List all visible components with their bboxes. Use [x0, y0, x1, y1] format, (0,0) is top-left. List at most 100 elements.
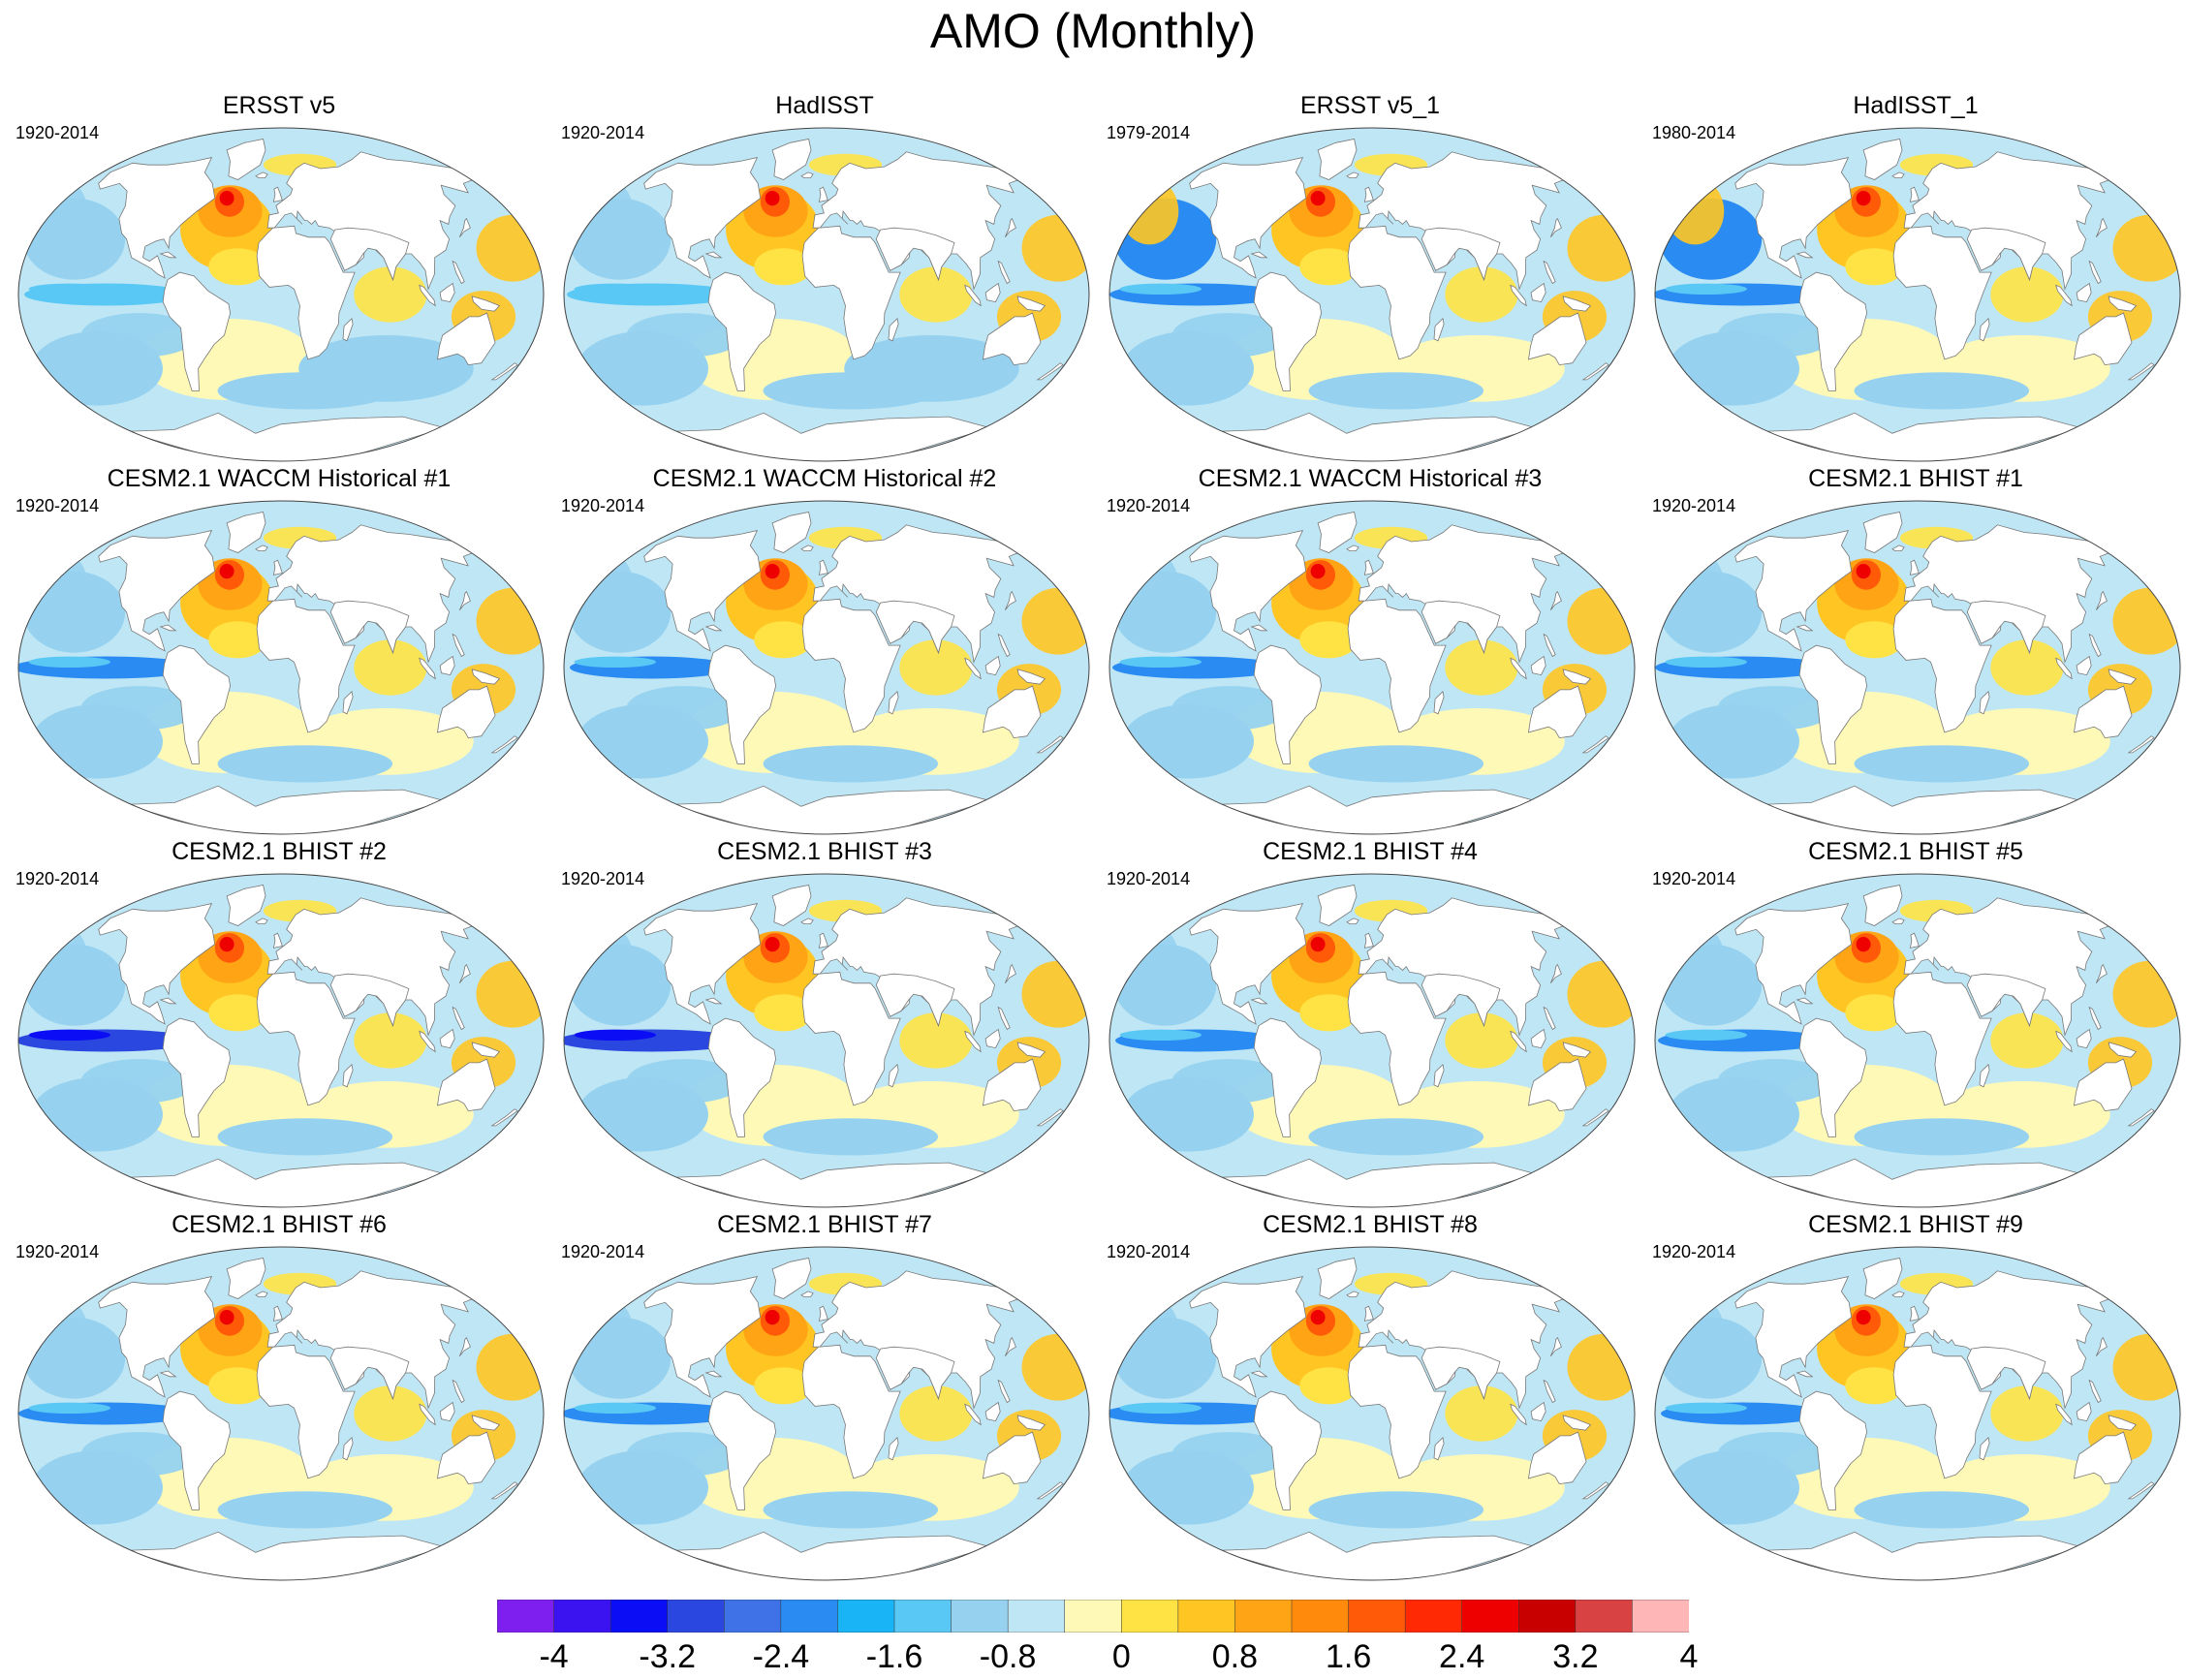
new-zealand-landmass [2127, 735, 2155, 754]
cuba-landmass [159, 997, 177, 1005]
sumatra-landmass [419, 1030, 436, 1053]
arabia-india-fill-landmass [1421, 1346, 1501, 1400]
sumatra-landmass [964, 1403, 982, 1426]
amo-core-anomaly [1856, 937, 1871, 952]
australia-landmass [2074, 1058, 2133, 1112]
north-america-landmass [643, 1276, 762, 1398]
british-isles-landmass [1909, 186, 1920, 202]
panel-period: 1920-2014 [561, 869, 645, 888]
antarctica-landmass [1761, 412, 2083, 461]
australia-landmass [2074, 312, 2133, 366]
panel-title: CESM2.1 BHIST #1 [1808, 465, 2023, 492]
amo-core-anomaly [1856, 1310, 1871, 1325]
sumatra-landmass [2055, 657, 2073, 680]
arabia-india-fill-landmass [329, 1346, 410, 1400]
north-america-landmass [643, 157, 762, 279]
japan-landmass [2095, 1336, 2108, 1357]
panel-title: CESM2.1 BHIST #5 [1808, 838, 2023, 865]
south-america-landmass [1798, 1390, 1868, 1510]
map-border [1654, 873, 2181, 1208]
philippines-landmass [997, 1379, 1011, 1404]
british-isles-landmass [272, 186, 283, 202]
australia-landmass [437, 312, 496, 366]
sumatra-landmass [419, 1403, 436, 1426]
cold-tongue-core [1665, 656, 1747, 668]
africa-landmass [256, 971, 356, 1106]
new-zealand-landmass [2127, 1108, 2155, 1127]
colorbar-swatch [1404, 1599, 1463, 1633]
australia-landmass [1528, 1058, 1587, 1112]
map-panel: CESM2.1 BHIST #2 1920-2014 [8, 837, 550, 1208]
sumatra-landmass [1510, 657, 1527, 680]
southern-ocean-anomaly [1308, 745, 1484, 783]
cuba-landmass [159, 251, 177, 259]
sumatra-landmass [2055, 284, 2073, 307]
colorbar-swatch [1007, 1599, 1066, 1633]
north-america-landmass [1189, 903, 1307, 1025]
south-america-landmass [162, 1390, 232, 1510]
japan-landmass [1549, 1336, 1562, 1357]
panel-title: CESM2.1 BHIST #4 [1263, 838, 1478, 865]
cold-tongue-core [1665, 1402, 1747, 1414]
eurasia-landmass [1358, 151, 1565, 291]
madagascar-landmass [1979, 1063, 1990, 1088]
map-panel: CESM2.1 BHIST #5 1920-2014 [1644, 837, 2186, 1208]
west-pacific-anomaly [1021, 214, 1089, 282]
cold-tongue-core [1119, 283, 1202, 295]
arabia-india-fill-landmass [1966, 227, 2046, 281]
southern-ocean-anomaly [1308, 1491, 1484, 1529]
cuba-landmass [704, 1370, 723, 1378]
africa-landmass [1892, 225, 1992, 360]
map-panel: CESM2.1 WACCM Historical #1 1920-2014 [8, 464, 550, 835]
eurasia-landmass [1903, 524, 2110, 664]
map-panel: ERSST v5 1920-2014 [8, 91, 550, 462]
arabia-india-fill-landmass [329, 600, 410, 654]
eurasia-landmass [1903, 1270, 2110, 1410]
panel-period: 1980-2014 [1652, 123, 1736, 142]
cold-tongue-core [574, 1402, 656, 1414]
south-america-landmass [707, 1390, 777, 1510]
arabia-india-fill-landmass [1966, 600, 2046, 654]
philippines-landmass [1543, 260, 1556, 285]
panel-period: 1920-2014 [1652, 496, 1736, 515]
indian-ocean-anomaly [354, 1385, 427, 1442]
antarctica-landmass [1761, 1531, 2083, 1580]
world-map [1654, 127, 2181, 462]
iceland-landmass [255, 544, 268, 551]
british-isles-landmass [1909, 932, 1920, 949]
cold-tongue-core [1665, 1029, 1747, 1041]
new-guinea-landmass [471, 1042, 501, 1058]
indian-ocean-anomaly [354, 1012, 427, 1069]
new-guinea-landmass [1016, 296, 1046, 312]
borneo-landmass [439, 655, 455, 676]
panel-title: CESM2.1 BHIST #8 [1263, 1211, 1478, 1238]
north-america-landmass [1189, 157, 1307, 279]
colorbar-tick-label: 0.8 [1211, 1638, 1259, 1675]
sumatra-landmass [964, 284, 982, 307]
se-pacific-anomaly [1717, 1059, 1834, 1104]
colorbar-tick-label: -4 [539, 1638, 569, 1675]
british-isles-landmass [272, 1305, 283, 1322]
new-zealand-landmass [1581, 362, 1609, 381]
arabia-india-fill-landmass [875, 973, 955, 1027]
north-america-landmass [98, 1276, 216, 1398]
arabia-india-fill-landmass [1966, 1346, 2046, 1400]
colorbar-swatch [780, 1599, 838, 1633]
map-border [1109, 127, 1636, 462]
world-map [1654, 500, 2181, 835]
new-zealand-landmass [1036, 362, 1064, 381]
antarctica-landmass [1215, 412, 1538, 461]
amo-core-anomaly [765, 937, 780, 952]
panel-title: CESM2.1 BHIST #6 [172, 1211, 387, 1238]
world-map [563, 500, 1090, 835]
new-guinea-landmass [1016, 1415, 1046, 1431]
new-zealand-landmass [2127, 1481, 2155, 1500]
southern-ocean-anomaly [1854, 1491, 2030, 1529]
japan-landmass [2095, 590, 2108, 611]
south-america-landmass [1798, 271, 1868, 391]
british-isles-landmass [1363, 186, 1374, 202]
panel-title: CESM2.1 BHIST #9 [1808, 1211, 2023, 1238]
west-pacific-anomaly [2112, 587, 2180, 655]
colorbar-swatch [951, 1599, 1009, 1633]
arabia-india-fill-landmass [1421, 600, 1501, 654]
